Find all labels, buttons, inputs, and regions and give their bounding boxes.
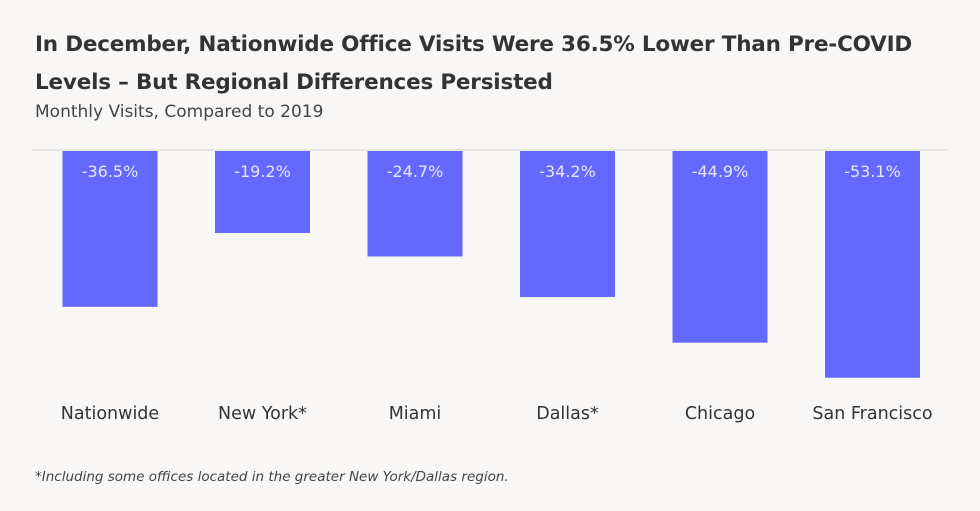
bar-value-label: -34.2%: [539, 162, 596, 181]
bar-dallas: [520, 151, 615, 298]
bar-value-label: -24.7%: [387, 162, 444, 181]
chart-title: In December, Nationwide Office Visits We…: [35, 32, 913, 95]
bar-value-label: -19.2%: [234, 162, 291, 181]
category-label: Chicago: [685, 404, 755, 424]
category-label: New York*: [218, 404, 307, 424]
category-label: Dallas*: [536, 404, 599, 424]
bar-value-label: -53.1%: [844, 162, 901, 181]
chart-subtitle: Monthly Visits, Compared to 2019: [35, 102, 324, 122]
bar-chicago: [672, 151, 768, 343]
category-label: Nationwide: [61, 404, 159, 424]
footnote: *Including some offices located in the g…: [35, 469, 509, 485]
bar-value-label: -44.9%: [692, 162, 749, 181]
bar-miami: [367, 151, 463, 257]
category-label: Miami: [389, 404, 442, 424]
bar-value-label: -36.5%: [82, 162, 139, 181]
bar-new-york: [215, 151, 310, 233]
category-label: San Francisco: [812, 404, 932, 424]
bar-san-francisco: [825, 151, 920, 378]
bar-nationwide: [62, 151, 158, 307]
